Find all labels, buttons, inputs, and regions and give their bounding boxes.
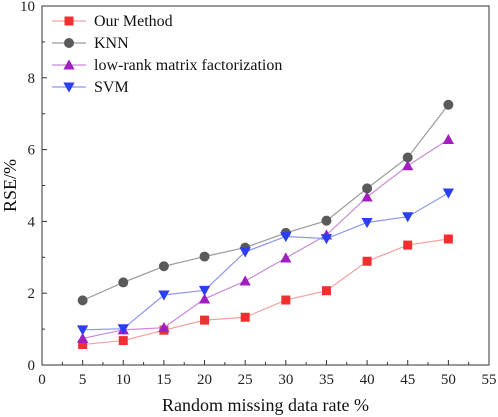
triangle-up-marker	[361, 191, 373, 202]
square-marker	[64, 16, 74, 26]
triangle-down-marker	[117, 324, 129, 335]
x-tick-label: 30	[278, 372, 293, 388]
x-axis-title: Random missing data rate %	[162, 395, 369, 415]
series-3	[77, 188, 454, 336]
square-marker	[443, 234, 453, 244]
triangle-up-marker	[158, 322, 170, 333]
triangle-down-marker	[77, 325, 89, 336]
triangle-up-marker	[442, 133, 454, 145]
circle-marker	[64, 38, 74, 48]
triangle-down-marker	[280, 231, 292, 243]
circle-marker	[443, 99, 454, 110]
square-marker	[403, 240, 413, 250]
circle-marker	[362, 183, 373, 194]
y-tick-label: 6	[28, 143, 36, 159]
y-tick-label: 8	[28, 71, 36, 87]
legend-label: KNN	[94, 35, 129, 52]
circle-marker	[321, 215, 332, 226]
x-tick-label: 35	[319, 372, 334, 388]
x-tick-label: 40	[360, 372, 375, 388]
series-layer	[77, 99, 454, 350]
square-marker	[240, 312, 250, 322]
series-0	[78, 234, 453, 350]
y-tick-label: 4	[28, 214, 36, 230]
circle-marker	[402, 152, 413, 163]
circle-marker	[118, 277, 129, 288]
x-tick-label: 20	[197, 372, 212, 388]
y-tick-label: 2	[28, 286, 36, 302]
series-line	[82, 139, 449, 340]
series-line	[82, 238, 449, 346]
triangle-down-marker	[239, 247, 251, 258]
triangle-down-marker	[361, 217, 373, 229]
triangle-down-marker	[402, 212, 414, 223]
legend-item-0: Our Method	[52, 13, 173, 30]
triangle-down-marker	[158, 290, 170, 301]
legend-label: Our Method	[94, 13, 173, 30]
legend-label: SVM	[94, 79, 129, 96]
circle-marker	[77, 295, 88, 306]
legend-item-3: SVM	[52, 79, 129, 96]
x-tick-label: 25	[238, 372, 253, 388]
square-marker	[78, 340, 88, 350]
y-axis-title: RSE/%	[0, 159, 20, 212]
square-marker	[118, 336, 128, 346]
legend-item-1: KNN	[52, 35, 129, 52]
square-marker	[321, 286, 331, 296]
square-marker	[281, 295, 291, 305]
square-marker	[200, 315, 210, 325]
y-axis-ticks: 0 2 4 6 8 10	[20, 0, 47, 374]
legend: Our Method KNN low-rank matrix factorizati…	[52, 13, 282, 96]
circle-marker	[158, 261, 169, 272]
triangle-up-marker	[239, 275, 251, 286]
triangle-up-marker	[77, 332, 89, 343]
x-tick-label: 15	[156, 372, 171, 388]
triangle-down-marker	[198, 285, 211, 296]
triangle-down-marker	[63, 82, 75, 93]
legend-item-2: low-rank matrix factorization	[52, 57, 282, 74]
x-tick-label: 10	[116, 372, 131, 388]
x-axis-ticks: 0 5 10 15 20 25 30 35 40 45 50 55	[38, 360, 497, 388]
x-tick-label: 45	[400, 372, 415, 388]
series-1	[77, 99, 454, 306]
triangle-down-marker	[320, 234, 333, 245]
y-tick-label: 10	[20, 0, 35, 15]
triangle-up-marker	[198, 293, 211, 304]
triangle-up-marker	[63, 59, 75, 70]
series-line	[82, 192, 449, 331]
triangle-up-marker	[280, 252, 292, 263]
square-marker	[362, 256, 372, 266]
triangle-down-marker	[442, 188, 454, 199]
legend-label: low-rank matrix factorization	[94, 57, 282, 74]
x-tick-label: 0	[38, 372, 46, 388]
circle-marker	[199, 251, 210, 262]
x-tick-label: 55	[482, 372, 497, 388]
triangle-up-marker	[402, 160, 414, 171]
series-line	[82, 104, 449, 301]
x-tick-label: 5	[79, 372, 87, 388]
x-tick-label: 50	[441, 372, 456, 388]
y-tick-label: 0	[28, 358, 36, 374]
